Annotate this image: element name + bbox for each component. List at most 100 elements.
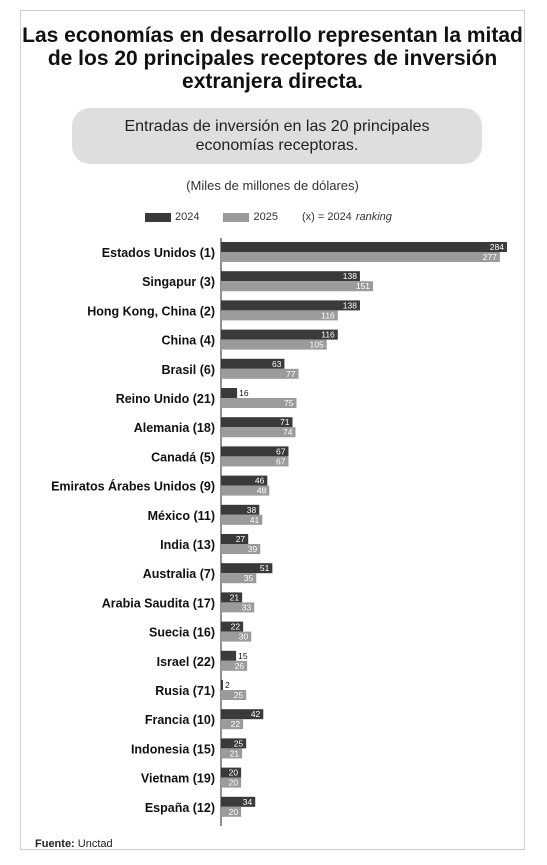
data-label-2024: 71 (280, 417, 290, 427)
data-label-2024: 22 (231, 622, 241, 632)
bar-2025 (221, 719, 244, 730)
data-label-2025: 74 (283, 427, 293, 437)
category-label: Indonesia (15) (131, 742, 215, 756)
category-label: Hong Kong, China (2) (87, 304, 215, 318)
data-label-2024: 138 (343, 271, 357, 281)
category-label: Francia (10) (145, 713, 215, 727)
data-label-2025: 75 (284, 398, 294, 408)
bar-2025 (221, 514, 263, 525)
category-label: Rusia (71) (155, 684, 215, 698)
data-label-2025: 20 (229, 778, 239, 788)
bar-2025 (221, 660, 248, 671)
bar-2025 (221, 368, 299, 379)
bar-2024 (221, 242, 507, 252)
legend-ranking-note: (x) = 2024 ranking (302, 211, 392, 223)
legend-label-2024: 2024 (175, 211, 200, 223)
category-label: Vietnam (19) (141, 772, 215, 786)
category-label: México (11) (148, 509, 215, 523)
bar-2024 (221, 563, 273, 574)
legend-swatch-2025 (223, 212, 250, 222)
data-label-2024: 46 (255, 476, 265, 486)
data-label-2024: 67 (276, 446, 286, 456)
source-note: Fuente: Unctad (35, 838, 113, 850)
data-label-2024: 34 (243, 797, 253, 807)
category-label: Brasil (6) (162, 363, 216, 377)
bar-2024 (221, 534, 249, 544)
legend-note-emph: ranking (355, 211, 392, 223)
data-label-2024: 138 (343, 300, 357, 310)
bar-2024 (221, 709, 264, 720)
data-label-2025: 39 (248, 544, 258, 554)
data-label-2025: 277 (483, 252, 497, 262)
legend-item-2025: 2025 (223, 211, 278, 223)
category-label: Canadá (5) (151, 450, 215, 464)
legend-item-2024: 2024 (145, 211, 199, 223)
bar-2024 (221, 650, 237, 661)
source-label: Fuente: (35, 838, 75, 850)
data-label-2024: 15 (238, 651, 248, 661)
category-label: Suecia (16) (149, 626, 215, 640)
bar-2024 (221, 417, 293, 428)
data-label-2025: 35 (244, 573, 254, 583)
data-label-2025: 22 (231, 719, 241, 729)
category-label: Arabia Saudita (17) (102, 596, 215, 610)
bar-2025 (221, 631, 252, 642)
data-label-2024: 16 (239, 388, 249, 398)
bar-2025 (221, 485, 270, 496)
data-label-2024: 21 (230, 592, 240, 602)
data-label-2024: 51 (260, 563, 270, 573)
bar-2025 (221, 748, 243, 759)
data-label-2025: 20 (229, 807, 239, 817)
data-label-2025: 41 (250, 515, 260, 525)
category-label: Reino Unido (21) (116, 392, 215, 406)
bar-2025 (221, 573, 257, 584)
bar-2025 (221, 427, 296, 438)
category-label: Singapur (3) (142, 275, 215, 289)
bar-2024 (221, 271, 360, 282)
category-label: Australia (7) (143, 567, 215, 581)
bar-2025 (221, 310, 338, 321)
bar-2025 (221, 777, 242, 788)
data-label-2024: 42 (251, 709, 261, 719)
data-label-2025: 30 (239, 632, 249, 642)
bar-2025 (221, 544, 261, 554)
bar-2025 (221, 252, 500, 262)
bar-2024 (221, 300, 360, 311)
data-label-2024: 25 (234, 738, 244, 748)
bar-2024 (221, 388, 238, 398)
bar-2024 (221, 475, 268, 486)
bar-2024 (221, 446, 289, 457)
bar-2024 (221, 621, 244, 632)
data-label-2025: 151 (356, 281, 370, 291)
bar-2025 (221, 456, 289, 467)
bar-2025 (221, 339, 327, 350)
data-label-2024: 27 (236, 534, 246, 544)
bar-2024 (221, 738, 247, 749)
data-label-2024: 63 (272, 359, 282, 369)
data-label-2025: 25 (234, 690, 244, 700)
bar-2025 (221, 398, 297, 408)
data-label-2025: 33 (242, 602, 252, 612)
bar-2025 (221, 806, 242, 817)
legend-label-2025: 2025 (253, 211, 278, 223)
bar-2024 (221, 358, 285, 369)
units-label: (Miles de millones de dólares) (186, 178, 359, 193)
data-label-2024: 20 (229, 768, 239, 778)
legend: 2024 2025 (x) = 2024 ranking (145, 208, 410, 226)
category-label: Alemania (18) (134, 421, 215, 435)
data-label-2024: 116 (321, 330, 335, 340)
data-label-2025: 67 (276, 456, 286, 466)
data-label-2025: 48 (257, 486, 267, 496)
category-label: Estados Unidos (1) (102, 246, 215, 260)
chart-subtitle: Entradas de inversión en las 20 principa… (72, 108, 482, 164)
bar-2024 (221, 329, 338, 340)
bar-2025 (221, 602, 255, 613)
chart-title: Las economías en desarrollo representan … (22, 24, 523, 93)
bar-2024 (221, 592, 243, 603)
bar-2024 (221, 767, 242, 778)
source-value: Unctad (77, 838, 113, 850)
legend-note-prefix: (x) = 2024 (301, 211, 352, 223)
legend-swatch-2024 (145, 212, 171, 222)
category-label: España (12) (145, 801, 215, 815)
